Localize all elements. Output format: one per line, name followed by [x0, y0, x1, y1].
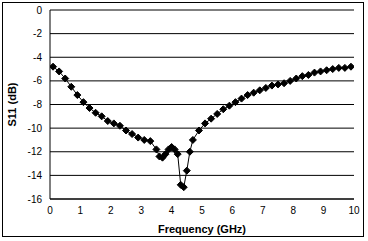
svg-text:Frequency (GHz): Frequency (GHz)	[158, 223, 246, 235]
svg-text:8: 8	[290, 205, 296, 216]
svg-text:0: 0	[36, 5, 42, 16]
svg-text:1: 1	[78, 205, 84, 216]
svg-text:0: 0	[47, 205, 53, 216]
svg-text:-6: -6	[33, 75, 42, 86]
svg-text:-2: -2	[33, 28, 42, 39]
svg-text:3: 3	[138, 205, 144, 216]
svg-text:2: 2	[108, 205, 114, 216]
svg-text:6: 6	[230, 205, 236, 216]
svg-text:-16: -16	[28, 194, 43, 205]
svg-text:-4: -4	[33, 52, 42, 63]
svg-text:-8: -8	[33, 99, 42, 110]
svg-text:10: 10	[348, 205, 360, 216]
svg-text:4: 4	[169, 205, 175, 216]
svg-text:-10: -10	[28, 123, 43, 134]
svg-text:9: 9	[321, 205, 327, 216]
svg-text:7: 7	[260, 205, 266, 216]
svg-text:5: 5	[199, 205, 205, 216]
svg-text:S11 (dB): S11 (dB)	[8, 82, 18, 126]
svg-text:-12: -12	[28, 146, 43, 157]
svg-text:-14: -14	[28, 170, 43, 181]
